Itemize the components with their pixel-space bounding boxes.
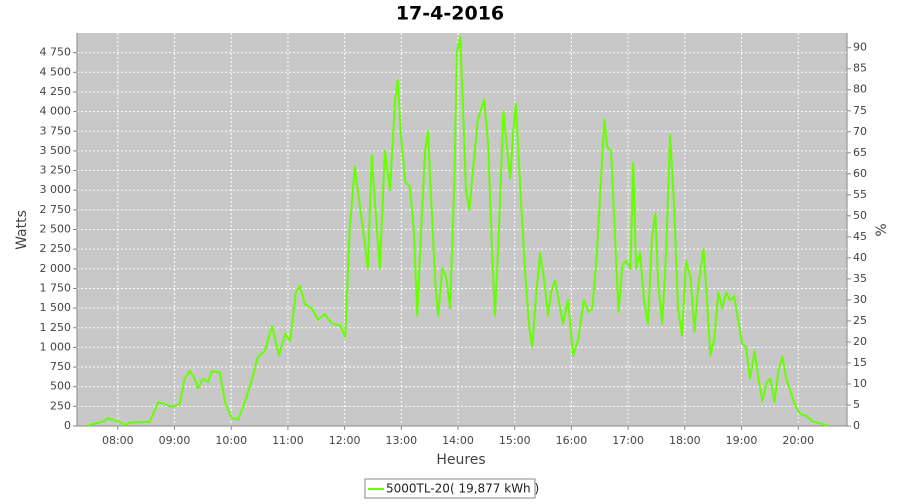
legend-label: 5000TL-20( 19,877 kWh ) (386, 482, 539, 496)
y-tick-label: 3 000 (40, 183, 72, 196)
y-tick-label: 3 500 (40, 144, 72, 157)
x-tick-label: 11:00 (272, 434, 304, 447)
y2-tick-label: 55 (853, 188, 867, 201)
y-tick-label: 1 000 (40, 340, 72, 353)
y2-tick-label: 10 (853, 377, 867, 390)
legend (364, 478, 536, 499)
y2-tick-label: 65 (853, 146, 867, 159)
y2-tick-label: 20 (853, 335, 867, 348)
x-tick-label: 17:00 (612, 434, 644, 447)
x-tick-label: 12:00 (329, 434, 361, 447)
y-tick-label: 4 500 (40, 65, 72, 78)
x-tick-label: 09:00 (159, 434, 191, 447)
y2-tick-label: 75 (853, 104, 867, 117)
y-tick-label: 0 (64, 419, 71, 432)
y-tick-label: 4 750 (40, 46, 72, 59)
y-tick-label: 2 250 (40, 242, 72, 255)
y2-tick-label: 0 (853, 419, 860, 432)
y-tick-label: 4 000 (40, 105, 72, 118)
y2-axis-label: % (874, 223, 890, 236)
x-tick-label: 18:00 (669, 434, 701, 447)
y-tick-label: 4 250 (40, 85, 72, 98)
y-axis-label: Watts (14, 210, 30, 250)
y2-tick-label: 80 (853, 83, 867, 96)
y-tick-label: 500 (50, 380, 71, 393)
x-tick-label: 20:00 (782, 434, 814, 447)
y-tick-label: 250 (50, 399, 71, 412)
y2-tick-label: 50 (853, 209, 867, 222)
y-tick-label: 2 500 (40, 223, 72, 236)
x-axis-label: Heures (436, 452, 485, 468)
x-tick-label: 15:00 (499, 434, 531, 447)
x-tick-label: 19:00 (726, 434, 758, 447)
y2-tick-label: 5 (853, 398, 860, 411)
y2-tick-label: 90 (853, 41, 867, 54)
x-tick-label: 16:00 (556, 434, 588, 447)
y2-tick-label: 15 (853, 356, 867, 369)
y-tick-label: 1 500 (40, 301, 72, 314)
y-tick-label: 3 250 (40, 164, 72, 177)
x-tick-label: 13:00 (385, 434, 417, 447)
y-tick-label: 1 250 (40, 321, 72, 334)
y-tick-label: 3 750 (40, 124, 72, 137)
y2-tick-label: 85 (853, 62, 867, 75)
y2-tick-label: 40 (853, 251, 867, 264)
data-line (87, 35, 829, 427)
y2-tick-label: 25 (853, 314, 867, 327)
y2-tick-label: 60 (853, 167, 867, 180)
y2-tick-label: 35 (853, 272, 867, 285)
y-tick-label: 2 750 (40, 203, 72, 216)
chart-title: 17-4-2016 (396, 3, 504, 25)
y-tick-label: 2 000 (40, 262, 72, 275)
x-tick-label: 08:00 (102, 434, 134, 447)
y2-tick-label: 70 (853, 125, 867, 138)
y2-tick-label: 45 (853, 230, 867, 243)
y-tick-label: 750 (50, 360, 71, 373)
x-tick-label: 14:00 (442, 434, 474, 447)
y-tick-label: 1 750 (40, 281, 72, 294)
y2-tick-label: 30 (853, 293, 867, 306)
x-tick-label: 10:00 (215, 434, 247, 447)
